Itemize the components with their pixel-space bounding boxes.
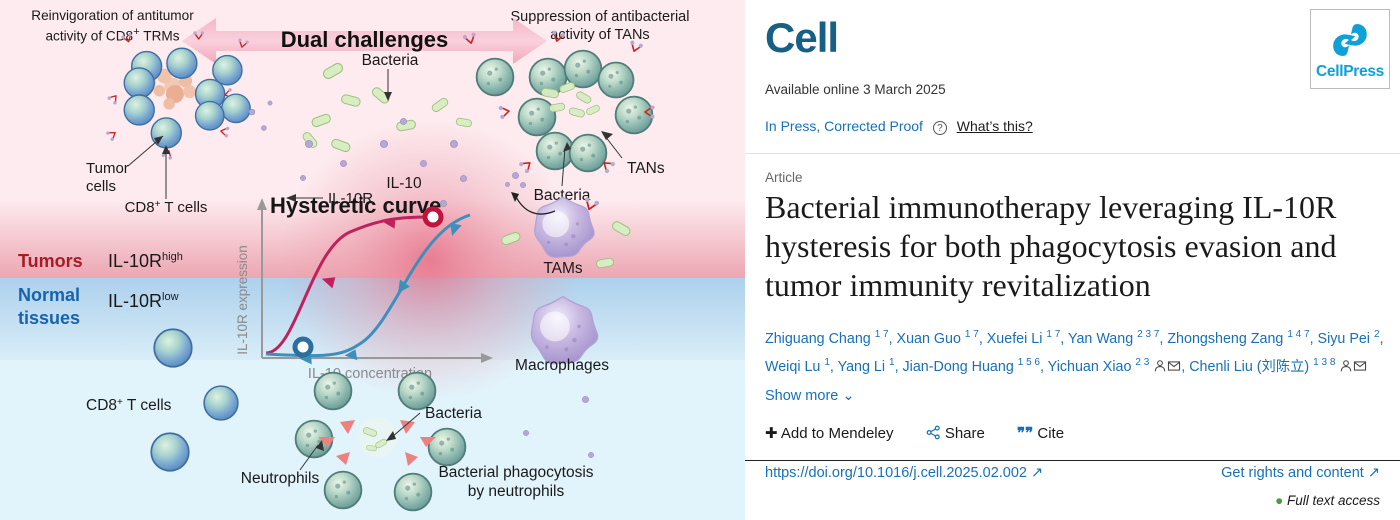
svg-text:IL-10R expression: IL-10R expression [235,245,250,355]
svg-text:cells: cells [86,178,116,195]
svg-text:CD8+ T cells: CD8+ T cells [125,199,208,217]
svg-text:Tumor: Tumor [86,160,129,177]
svg-text:IL-10: IL-10 [386,175,422,192]
svg-text:IL-10R: IL-10R [328,190,373,207]
svg-text:Bacteria: Bacteria [425,405,482,422]
svg-text:by neutrophils: by neutrophils [468,483,565,500]
svg-text:Bacteria: Bacteria [362,52,419,69]
svg-text:TANs: TANs [627,160,665,177]
svg-text:Neutrophils: Neutrophils [241,470,320,487]
svg-text:Bacterial phagocytosis: Bacterial phagocytosis [438,464,593,481]
svg-text:TAMs: TAMs [543,260,583,277]
svg-text:Macrophages: Macrophages [515,357,609,374]
svg-text:CD8+ T cells: CD8+ T cells [86,397,172,415]
